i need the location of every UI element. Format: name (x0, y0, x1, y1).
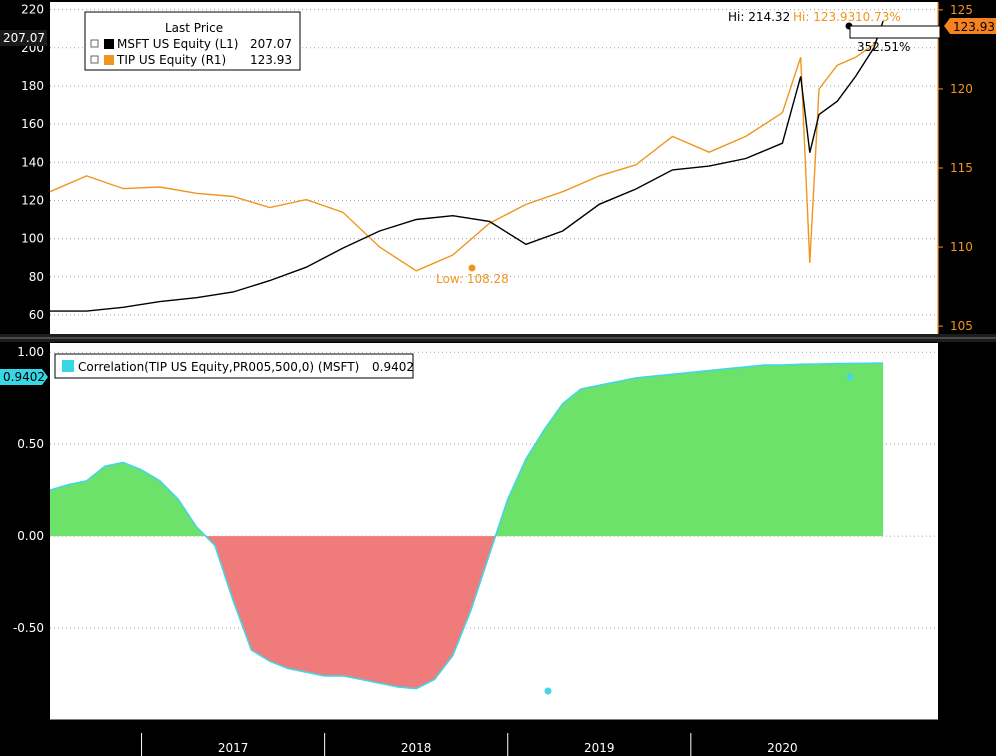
msft-price-tag-text: 207.07 (3, 31, 45, 45)
left-axis-tick-120: 120 (21, 193, 44, 207)
right-axis-tick-105: 105 (950, 319, 973, 333)
correlation-tag: 0.9402 (0, 369, 48, 385)
bottom-axis-tick-0.50: 0.50 (17, 437, 44, 451)
legend-swatch-tip (104, 55, 114, 65)
correlation-tag-bg (0, 369, 48, 385)
bottom-legend-swatch (62, 360, 74, 372)
left-axis-tick-160: 160 (21, 117, 44, 131)
legend-label-msft: MSFT US Equity (L1) (117, 37, 238, 51)
correlation-positive-area (50, 363, 884, 537)
bottom-axis-tick-0.00: 0.00 (17, 529, 44, 543)
msft-change-annotation: 352.51% (857, 40, 910, 54)
tip-low-annotation: Low: 108.28 (436, 272, 509, 286)
bottom-legend-label: Correlation(TIP US Equity,PR005,500,0) (… (78, 360, 359, 374)
legend-expand-tip-icon[interactable] (90, 55, 99, 64)
x-axis-label-2019: 2019 (584, 741, 615, 755)
correlation-negative-area (205, 536, 496, 689)
tip-price-tag-text: 123.93 (953, 20, 995, 34)
correlation-line (49, 362, 884, 690)
tip-price-tag: 123.93 (944, 18, 996, 34)
legend-label-tip: TIP US Equity (R1) (116, 53, 226, 67)
tip-low-marker (468, 264, 476, 272)
msft-price-tag-bg (0, 30, 47, 46)
legend-swatch-msft (104, 39, 114, 49)
left-axis-tick-100: 100 (21, 232, 44, 246)
top-legend: Last Price MSFT US Equity (L1) 207.07 TI… (84, 11, 301, 71)
msft-hi-annotation: Hi: 214.32 (728, 10, 790, 24)
msft-change-box (849, 25, 941, 39)
left-axis-tick-220: 220 (21, 3, 44, 17)
legend-title: Last Price (165, 21, 223, 35)
tip-price-tag-bg (944, 18, 996, 34)
top-legend-box (84, 11, 301, 71)
x-axis-label-2018: 2018 (401, 741, 432, 755)
correlation-last-marker (846, 373, 854, 381)
left-axis-tick-180: 180 (21, 79, 44, 93)
right-axis-tick-125: 125 (950, 3, 973, 17)
tip-hi-annotation: Hi: 123.93 (793, 10, 855, 24)
right-axis-tick-115: 115 (950, 161, 973, 175)
bottom-axis: 1.00 0.50 0.00 -0.50 (13, 345, 44, 635)
top-right-axis: 125 120 115 110 105 (937, 2, 973, 334)
x-axis: 2017 2018 2019 2020 (50, 719, 938, 756)
x-axis-label-2020: 2020 (767, 741, 798, 755)
bottom-panel: 1.00 0.50 0.00 -0.50 Correlation(TIP US Equ… (0, 343, 938, 720)
right-axis-tick-110: 110 (950, 240, 973, 254)
left-axis-tick-60: 60 (29, 308, 44, 322)
correlation-low-marker (544, 687, 552, 695)
msft-price-tag: 207.07 (0, 30, 47, 46)
tip-change-annotation: 10.73% (855, 10, 901, 24)
bottom-axis-tick-1.00: 1.00 (17, 345, 44, 359)
tip-series-line (49, 26, 884, 272)
legend-expand-msft-icon[interactable] (90, 39, 99, 48)
legend-value-msft: 207.07 (250, 37, 292, 51)
left-axis-tick-80: 80 (29, 270, 44, 284)
legend-value-tip: 123.93 (250, 53, 292, 67)
bottom-legend: Correlation(TIP US Equity,PR005,500,0) (… (54, 353, 414, 379)
bottom-legend-box (54, 353, 414, 379)
correlation-tag-text: 0.9402 (3, 370, 45, 384)
right-axis-tick-120: 120 (950, 82, 973, 96)
top-grid (50, 9, 938, 316)
x-axis-label-2017: 2017 (218, 741, 249, 755)
bottom-axis-tick--0.50: -0.50 (13, 621, 44, 635)
bottom-legend-value: 0.9402 (372, 360, 414, 374)
left-axis-tick-140: 140 (21, 155, 44, 169)
msft-series-line (50, 20, 884, 312)
